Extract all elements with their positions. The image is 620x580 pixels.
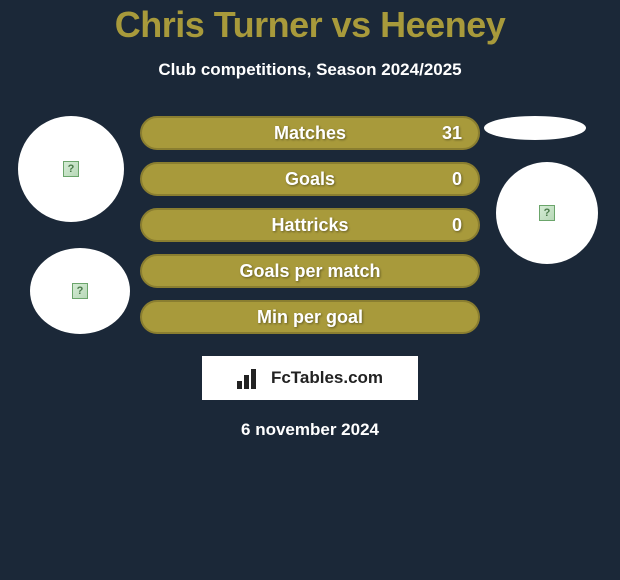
brand-text: FcTables.com: [271, 368, 383, 388]
player2-club-avatar: [496, 162, 598, 264]
image-placeholder-icon: [63, 161, 79, 177]
stat-bar-goals-per-match: Goals per match: [140, 254, 480, 288]
brand-badge: FcTables.com: [202, 356, 418, 400]
stat-value: 0: [452, 215, 462, 236]
player1-avatar: [18, 116, 124, 222]
snapshot-date: 6 november 2024: [241, 420, 379, 440]
stat-label: Hattricks: [271, 215, 348, 236]
stat-label: Matches: [274, 123, 346, 144]
player1-club-avatar: [30, 248, 130, 334]
stat-label: Goals: [285, 169, 335, 190]
comparison-card: Chris Turner vs Heeney Club competitions…: [0, 0, 620, 580]
main-row: Matches 31 Goals 0 Hattricks 0 Goals per…: [0, 116, 620, 334]
stat-value: 31: [442, 123, 462, 144]
stat-value: 0: [452, 169, 462, 190]
image-placeholder-icon: [539, 205, 555, 221]
player-left-column: [10, 116, 140, 334]
stat-bar-min-per-goal: Min per goal: [140, 300, 480, 334]
stat-label: Min per goal: [257, 307, 363, 328]
stat-label: Goals per match: [239, 261, 380, 282]
bars-chart-icon: [237, 367, 265, 389]
stats-column: Matches 31 Goals 0 Hattricks 0 Goals per…: [140, 116, 480, 334]
stat-bar-goals: Goals 0: [140, 162, 480, 196]
season-subtitle: Club competitions, Season 2024/2025: [158, 60, 461, 80]
player-right-column: [480, 116, 610, 264]
stat-bar-hattricks: Hattricks 0: [140, 208, 480, 242]
player2-avatar: [484, 116, 586, 140]
image-placeholder-icon: [72, 283, 88, 299]
stat-bar-matches: Matches 31: [140, 116, 480, 150]
page-title: Chris Turner vs Heeney: [115, 4, 505, 46]
